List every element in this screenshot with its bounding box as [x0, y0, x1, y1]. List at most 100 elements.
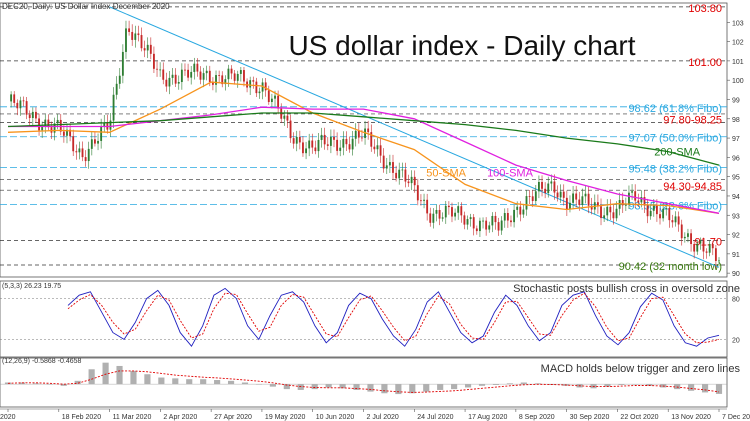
candle-body: [66, 129, 68, 136]
sma-label: 100-SMA: [487, 168, 534, 180]
candle-body: [215, 75, 217, 85]
candle-body: [258, 91, 261, 94]
candle-body: [47, 119, 50, 128]
y-tick-label: 101: [732, 59, 744, 66]
candle-body: [665, 208, 668, 209]
candle-body: [72, 136, 75, 152]
candle-body: [50, 127, 53, 133]
x-tick-label: 22 Oct 2020: [620, 414, 658, 421]
y-tick-label: 92: [732, 233, 740, 240]
candle-body: [190, 71, 193, 78]
macd-bar: [688, 384, 695, 391]
candle-body: [569, 202, 571, 210]
macd-bar: [130, 370, 137, 385]
candle-body: [289, 120, 292, 139]
macd-bar: [395, 384, 402, 395]
candle-body: [674, 216, 677, 223]
candle-body: [125, 28, 127, 52]
candle-body: [395, 172, 398, 179]
candle-body: [329, 136, 332, 146]
candle-body: [357, 130, 360, 138]
macd-bar: [325, 384, 332, 388]
macd-bar: [715, 384, 723, 394]
candle-body: [97, 140, 99, 144]
candle-body: [497, 222, 500, 231]
macd-bar: [158, 377, 165, 385]
candle-body: [62, 131, 65, 136]
candle-body: [708, 243, 711, 253]
candle-body: [494, 215, 497, 223]
candle-body: [227, 68, 230, 80]
candle-body: [75, 151, 78, 153]
candle-body: [668, 208, 671, 221]
candle-body: [587, 193, 590, 206]
x-tick-label: 17 Aug 2020: [468, 414, 507, 421]
candle-body: [87, 148, 90, 162]
candle-body: [196, 63, 199, 72]
stochastic-header: (5,3,3) 26.23 19.75: [2, 283, 61, 290]
candle-body: [590, 205, 593, 210]
candle-body: [596, 202, 599, 207]
candle-body: [323, 134, 326, 145]
candle-body: [578, 199, 581, 205]
macd-bar: [255, 384, 263, 385]
candle-body: [472, 217, 475, 229]
x-tick-label: 13 Nov 2020: [671, 414, 711, 421]
candle-body: [460, 206, 463, 216]
candle-body: [404, 169, 407, 182]
candle-body: [454, 212, 457, 217]
candle-body: [572, 193, 575, 203]
candle-body: [193, 63, 196, 72]
candle-body: [44, 119, 47, 127]
candle-body: [314, 147, 317, 152]
candle-body: [180, 69, 183, 83]
macd-bar: [241, 382, 249, 385]
candle-body: [317, 139, 320, 152]
candle-body: [693, 244, 696, 252]
x-tick-label: 8 Sep 2020: [519, 414, 555, 421]
macd-bar: [632, 384, 639, 385]
candle-body: [236, 73, 239, 81]
candle-body: [115, 83, 118, 95]
x-tick-label: 11 Mar 2020: [113, 414, 152, 421]
candle-body: [541, 181, 543, 189]
macd-panel: [0, 357, 728, 408]
macd-bar: [520, 382, 527, 385]
candle-body: [655, 205, 658, 215]
sma-line-200-sma: [7, 112, 720, 166]
candle-body: [413, 176, 416, 186]
candle-body: [305, 148, 307, 154]
candle-body: [646, 205, 649, 217]
candle-body: [506, 213, 509, 221]
candle-body: [239, 70, 242, 74]
candle-body: [243, 70, 245, 82]
candle-body: [233, 73, 236, 81]
candle-body: [624, 204, 627, 206]
candle-body: [249, 80, 252, 88]
candle-body: [640, 197, 643, 203]
macd-bar: [437, 384, 444, 390]
main-panel-header: DEC20, Daily: US Dollar Index December 2…: [2, 2, 170, 11]
candle-body: [711, 243, 714, 249]
candle-body: [308, 140, 311, 149]
candle-body: [184, 69, 186, 71]
candle-body: [631, 191, 633, 193]
y-tick-label: 96: [732, 155, 740, 162]
candle-body: [370, 132, 373, 147]
macd-bar: [144, 374, 151, 385]
candle-body: [205, 70, 208, 74]
candle-body: [354, 130, 357, 139]
trendline: [109, 6, 720, 268]
macd-bar: [381, 384, 388, 394]
candle-body: [224, 79, 227, 85]
macd-bar: [116, 365, 123, 385]
y-tick-label: 94: [732, 194, 740, 201]
candle-body: [469, 217, 472, 220]
candle-body: [392, 162, 394, 173]
candle-body: [280, 108, 283, 119]
candle-body: [447, 205, 450, 208]
candle-body: [699, 241, 702, 244]
candle-body: [199, 71, 202, 80]
macd-frame: [0, 357, 728, 408]
level-label: 97.07 (50.0% Fibo): [628, 133, 722, 145]
